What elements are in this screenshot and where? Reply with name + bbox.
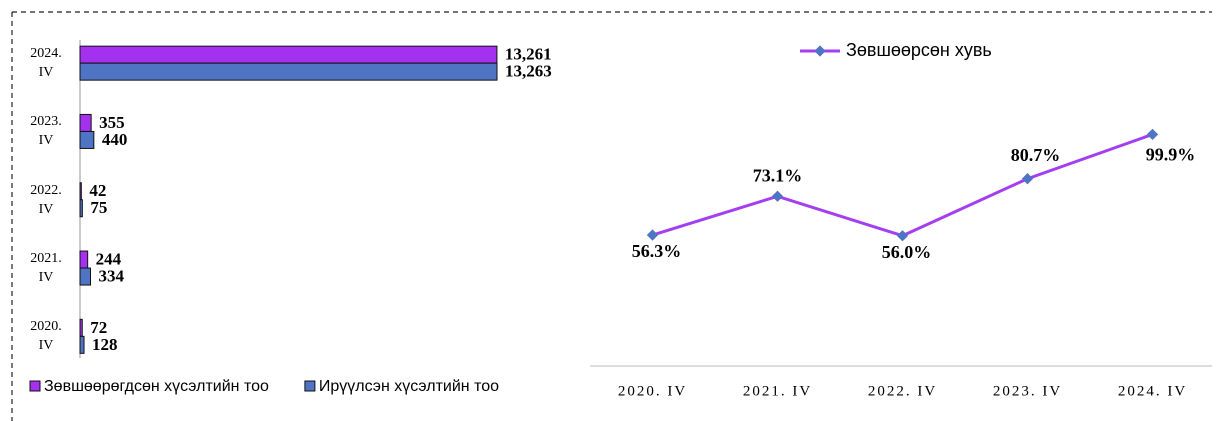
data-label: 355	[99, 113, 125, 132]
bar	[79, 267, 92, 286]
category-label: 2024. IV	[30, 46, 62, 81]
category-label: 2022. IV	[30, 182, 62, 217]
data-label: 80.7%	[1011, 145, 1061, 165]
bar	[79, 335, 85, 354]
legend-marker	[814, 45, 826, 57]
legend-swatch	[304, 380, 316, 392]
bar	[79, 113, 92, 132]
legend-swatch	[29, 380, 41, 392]
marker	[1021, 173, 1034, 185]
x-tick-label: 2024. IV	[1118, 383, 1187, 399]
bar	[79, 130, 95, 149]
x-tick-label: 2023. IV	[993, 383, 1062, 399]
bar	[79, 199, 83, 218]
data-label: 99.9%	[1146, 145, 1196, 165]
bar	[79, 45, 498, 64]
bar	[79, 250, 89, 269]
marker	[771, 190, 784, 202]
data-label: 13,261	[505, 45, 552, 64]
data-label: 73.1%	[753, 165, 803, 185]
bar	[79, 182, 82, 201]
data-label: 72	[90, 318, 107, 337]
data-label: 75	[90, 198, 107, 217]
marker	[1146, 128, 1159, 141]
data-label: 244	[96, 249, 122, 268]
bar	[79, 62, 498, 81]
marker	[646, 229, 659, 241]
data-label: 13,263	[505, 62, 552, 81]
marker	[896, 230, 909, 242]
data-label: 128	[92, 335, 118, 354]
line	[652, 132, 1154, 238]
bar	[79, 318, 83, 337]
category-label: 2020. IV	[30, 319, 62, 354]
category-label: 2023. IV	[30, 114, 62, 149]
x-tick-label: 2021. IV	[743, 383, 812, 399]
category-label: 2021. IV	[30, 251, 62, 286]
x-tick-label: 2020. IV	[618, 383, 687, 399]
legend-label: Зөвшөөрөгдсөн хүсэлтийн тоо	[44, 378, 269, 395]
data-label: 56.0%	[882, 242, 932, 262]
data-label: 440	[102, 130, 128, 149]
data-label: 42	[89, 181, 106, 200]
data-label: 334	[99, 266, 125, 285]
x-tick-label: 2022. IV	[868, 383, 937, 399]
legend-label: Ирүүлсэн хүсэлтийн тоо	[319, 378, 499, 395]
legend-label: Зөвшөөрсөн хувь	[846, 40, 992, 60]
data-label: 56.3%	[632, 241, 682, 261]
